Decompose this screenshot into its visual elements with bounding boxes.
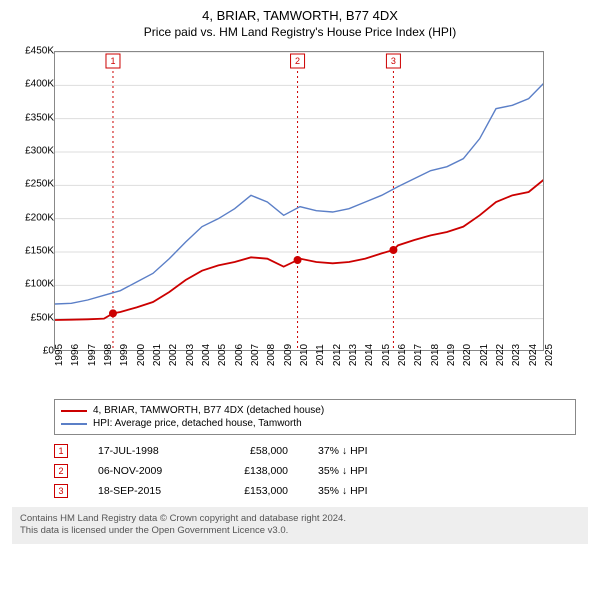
marker-diff: 37% ↓ HPI bbox=[318, 445, 368, 457]
x-tick-label: 2013 bbox=[348, 344, 359, 366]
y-tick-label: £100K bbox=[14, 279, 54, 290]
footer: Contains HM Land Registry data © Crown c… bbox=[12, 507, 588, 544]
svg-text:1: 1 bbox=[110, 56, 115, 66]
chart-title: 4, BRIAR, TAMWORTH, B77 4DX bbox=[4, 8, 596, 23]
x-tick-label: 2001 bbox=[152, 344, 163, 366]
marker-diff: 35% ↓ HPI bbox=[318, 485, 368, 497]
marker-price: £153,000 bbox=[218, 485, 288, 497]
legend-label: 4, BRIAR, TAMWORTH, B77 4DX (detached ho… bbox=[93, 405, 324, 416]
x-tick-label: 2014 bbox=[364, 344, 375, 366]
legend-swatch bbox=[61, 423, 87, 425]
legend-item: 4, BRIAR, TAMWORTH, B77 4DX (detached ho… bbox=[61, 404, 569, 417]
x-tick-label: 2022 bbox=[495, 344, 506, 366]
marker-date: 18-SEP-2015 bbox=[98, 485, 188, 497]
y-tick-label: £400K bbox=[14, 79, 54, 90]
x-tick-label: 2015 bbox=[381, 344, 392, 366]
chart-subtitle: Price paid vs. HM Land Registry's House … bbox=[4, 25, 596, 39]
x-tick-label: 2002 bbox=[168, 344, 179, 366]
marker-date: 17-JUL-1998 bbox=[98, 445, 188, 457]
marker-row: 3 18-SEP-2015 £153,000 35% ↓ HPI bbox=[54, 481, 576, 501]
x-tick-label: 2019 bbox=[446, 344, 457, 366]
legend-item: HPI: Average price, detached house, Tamw… bbox=[61, 417, 569, 430]
x-tick-label: 2009 bbox=[283, 344, 294, 366]
svg-text:2: 2 bbox=[295, 56, 300, 66]
y-tick-label: £300K bbox=[14, 146, 54, 157]
y-tick-label: £150K bbox=[14, 246, 54, 257]
marker-number-box: 3 bbox=[54, 484, 68, 498]
marker-row: 1 17-JUL-1998 £58,000 37% ↓ HPI bbox=[54, 441, 576, 461]
x-tick-label: 2025 bbox=[544, 344, 555, 366]
y-tick-label: £250K bbox=[14, 179, 54, 190]
y-tick-label: £200K bbox=[14, 212, 54, 223]
x-tick-label: 2011 bbox=[315, 344, 326, 366]
x-tick-label: 1995 bbox=[54, 344, 65, 366]
footer-line2: This data is licensed under the Open Gov… bbox=[20, 525, 580, 537]
marker-diff: 35% ↓ HPI bbox=[318, 465, 368, 477]
y-tick-label: £450K bbox=[14, 46, 54, 57]
x-tick-label: 2010 bbox=[299, 344, 310, 366]
x-tick-label: 2007 bbox=[250, 344, 261, 366]
legend: 4, BRIAR, TAMWORTH, B77 4DX (detached ho… bbox=[54, 399, 576, 435]
legend-label: HPI: Average price, detached house, Tamw… bbox=[93, 418, 302, 429]
marker-price: £58,000 bbox=[218, 445, 288, 457]
chart-area: £0 £50K £100K £150K £200K £250K £300K £350K £400… bbox=[12, 51, 552, 391]
x-tick-label: 2021 bbox=[479, 344, 490, 366]
x-tick-label: 2004 bbox=[201, 344, 212, 366]
plot-svg: 1 2 3 bbox=[54, 51, 544, 351]
marker-number-box: 1 bbox=[54, 444, 68, 458]
marker-table: 1 17-JUL-1998 £58,000 37% ↓ HPI 2 06-NOV-2009… bbox=[54, 441, 576, 501]
marker-date: 06-NOV-2009 bbox=[98, 465, 188, 477]
x-tick-label: 2005 bbox=[217, 344, 228, 366]
x-tick-label: 2008 bbox=[266, 344, 277, 366]
y-tick-label: £350K bbox=[14, 112, 54, 123]
x-tick-label: 1999 bbox=[119, 344, 130, 366]
footer-line1: Contains HM Land Registry data © Crown c… bbox=[20, 513, 580, 525]
x-tick-label: 2000 bbox=[136, 344, 147, 366]
x-tick-label: 2018 bbox=[430, 344, 441, 366]
x-tick-label: 2020 bbox=[462, 344, 473, 366]
x-tick-label: 1998 bbox=[103, 344, 114, 366]
x-tick-label: 2003 bbox=[185, 344, 196, 366]
y-tick-label: £50K bbox=[14, 312, 54, 323]
marker-price: £138,000 bbox=[218, 465, 288, 477]
y-tick-label: £0 bbox=[14, 346, 54, 357]
marker-number-box: 2 bbox=[54, 464, 68, 478]
x-tick-label: 2006 bbox=[234, 344, 245, 366]
x-tick-label: 2017 bbox=[413, 344, 424, 366]
marker-row: 2 06-NOV-2009 £138,000 35% ↓ HPI bbox=[54, 461, 576, 481]
legend-swatch bbox=[61, 410, 87, 412]
svg-text:3: 3 bbox=[391, 56, 396, 66]
x-tick-label: 2012 bbox=[332, 344, 343, 366]
x-tick-label: 2024 bbox=[528, 344, 539, 366]
x-tick-label: 2016 bbox=[397, 344, 408, 366]
x-tick-label: 2023 bbox=[511, 344, 522, 366]
x-tick-label: 1996 bbox=[70, 344, 81, 366]
x-tick-label: 1997 bbox=[87, 344, 98, 366]
